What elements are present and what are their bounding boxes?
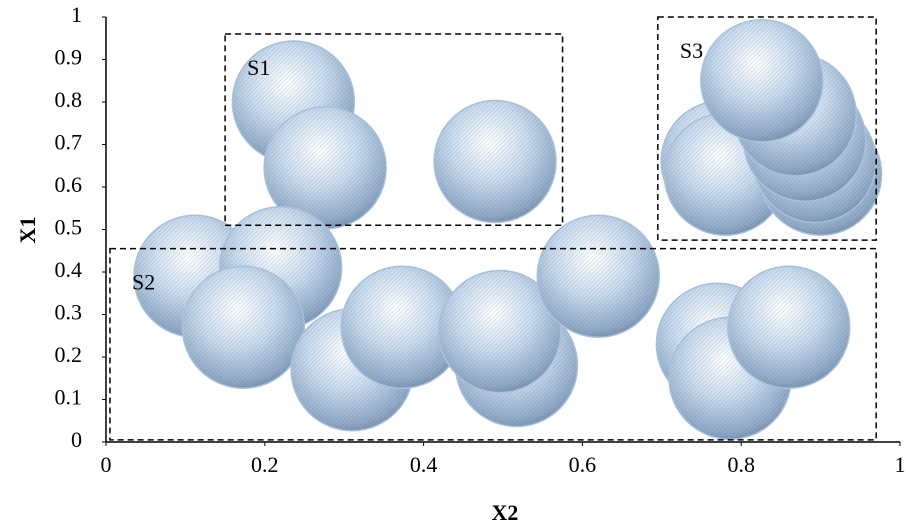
bubble [340, 265, 464, 389]
region-label: S1 [247, 55, 270, 80]
x-tick-label: 0.4 [410, 452, 438, 477]
y-axis-label: X1 [15, 217, 40, 244]
region-label: S2 [132, 270, 155, 295]
y-tick-label: 0 [71, 427, 82, 452]
y-tick-label: 0.5 [55, 215, 83, 240]
x-tick-label: 0 [101, 452, 112, 477]
y-tick-label: 0.9 [55, 45, 83, 70]
bubble [263, 106, 387, 230]
y-tick-label: 0.8 [55, 87, 83, 112]
bubble [536, 214, 661, 338]
bubble [727, 265, 851, 389]
y-tick-label: 1 [71, 2, 82, 27]
y-tick-label: 0.2 [55, 342, 83, 367]
region-box [657, 16, 877, 241]
y-tick-label: 0.1 [55, 385, 83, 410]
x-axis-label: X2 [492, 500, 519, 525]
bubble-shape [700, 19, 823, 142]
bubble-shape [438, 270, 561, 393]
y-tick-label: 0.6 [55, 172, 83, 197]
bubble-shape [182, 266, 305, 389]
bubble [438, 269, 562, 394]
bubble-shape [341, 266, 464, 389]
region-box [109, 247, 877, 441]
bubble-shape [727, 266, 850, 389]
bubble-shape [434, 100, 557, 223]
bubble-shape [264, 106, 387, 229]
region-label: S3 [680, 38, 703, 63]
y-tick-label: 0.7 [55, 130, 83, 155]
y-tick-label: 0.3 [55, 300, 83, 325]
x-tick-label: 1 [895, 452, 906, 477]
x-tick-label: 0.2 [251, 452, 279, 477]
bubble [181, 265, 306, 389]
bubble [433, 99, 557, 224]
y-tick-label: 0.4 [55, 257, 83, 282]
x-tick-label: 0.6 [569, 452, 597, 477]
bubble-shape [537, 215, 660, 338]
region-box [224, 33, 564, 226]
bubble [700, 19, 824, 143]
x-tick-label: 0.8 [727, 452, 755, 477]
